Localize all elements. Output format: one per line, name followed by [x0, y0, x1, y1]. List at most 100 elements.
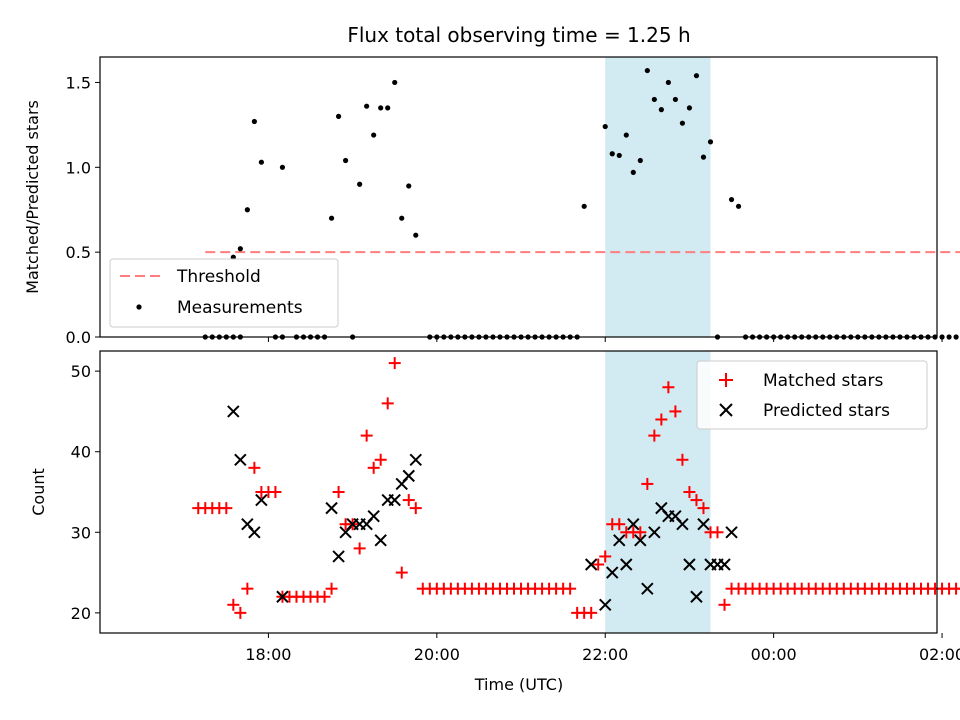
measurement-point	[686, 105, 693, 111]
matched-star-point	[332, 486, 345, 498]
measurement-point	[335, 113, 342, 119]
measurement-point	[651, 96, 657, 103]
predicted-star-point	[620, 558, 633, 571]
legend-measurements-label: Measurements	[177, 298, 303, 318]
matched-star-point	[697, 502, 710, 515]
bottom-y-tick-label: 20	[71, 604, 91, 623]
matched-star-point	[676, 453, 689, 466]
measurement-points	[202, 67, 959, 340]
measurement-point	[735, 203, 742, 209]
top-shaded-region	[605, 57, 711, 337]
matched-star-point	[360, 429, 373, 442]
legend-matched-swatch	[719, 373, 733, 387]
legend-measurements-swatch	[136, 304, 142, 310]
matched-star-point	[388, 357, 401, 370]
predicted-star-point	[227, 405, 240, 418]
matched-star-point	[220, 502, 233, 515]
measurement-point	[342, 157, 349, 164]
top-legend: Threshold Measurements	[109, 258, 339, 328]
measurement-point	[728, 196, 735, 203]
matched-star-point	[711, 526, 724, 539]
measurement-point	[693, 73, 700, 79]
predicted-star-point	[255, 493, 268, 507]
measurement-point	[602, 123, 608, 130]
matched-star-point	[367, 461, 380, 474]
legend-threshold-label: Threshold	[176, 267, 261, 287]
matched-star-point	[634, 526, 647, 539]
measurement-point	[658, 107, 664, 113]
matched-star-point	[648, 429, 661, 442]
top-x-ticks	[267, 337, 943, 342]
predicted-star-point	[248, 526, 261, 539]
x-tick-label: 18:00	[245, 645, 291, 664]
matched-star-point	[234, 606, 247, 619]
predicted-star-point	[367, 509, 380, 523]
matched-star-point	[353, 542, 366, 555]
matched-star-point	[641, 477, 654, 490]
legend-predicted-label: Predicted stars	[763, 401, 890, 421]
legend-matched-label: Matched stars	[763, 371, 883, 391]
predicted-star-point	[402, 469, 415, 483]
matched-star-point	[662, 381, 675, 394]
predicted-star-point	[606, 566, 619, 579]
matched-star-point	[374, 453, 387, 466]
measurement-point	[609, 151, 615, 157]
measurement-point	[251, 118, 257, 125]
top-y-label: Matched/Predicted stars	[23, 100, 42, 294]
measurement-point	[679, 120, 686, 126]
predicted-star-point	[634, 534, 647, 547]
predicted-star-point	[627, 518, 640, 531]
measurement-point	[258, 159, 264, 165]
measurement-point	[237, 246, 243, 252]
measurement-point	[279, 164, 286, 170]
top-plot-frame	[99, 56, 938, 338]
matched-star-point	[585, 606, 598, 619]
predicted-star-point	[276, 590, 289, 603]
predicted-star-point	[613, 534, 626, 547]
predicted-series	[227, 405, 738, 612]
matched-star-point	[409, 502, 422, 515]
measurement-point	[707, 139, 714, 145]
matched-star-point	[318, 590, 331, 603]
measurement-point	[378, 105, 384, 111]
matched-star-point	[718, 598, 731, 611]
predicted-star-point	[374, 534, 387, 547]
measurement-point	[616, 152, 622, 159]
measurement-point	[385, 105, 391, 111]
top-y-tick-label: 1.5	[66, 73, 91, 92]
measurement-point	[644, 67, 650, 74]
measurement-point	[581, 203, 587, 209]
measurement-point	[357, 181, 363, 187]
predicted-star-point	[325, 501, 338, 515]
top-legend-box	[109, 258, 339, 328]
predicted-star-point	[690, 590, 703, 603]
bottom-y-tick-label: 40	[71, 443, 91, 462]
predicted-star-point	[388, 493, 401, 507]
measurement-point	[630, 169, 636, 175]
measurement-point	[406, 183, 412, 189]
x-tick-label: 00:00	[751, 645, 797, 664]
matched-star-point	[655, 413, 668, 426]
measurement-point	[637, 157, 643, 164]
top-y-tick-label: 0.0	[66, 328, 91, 347]
matched-star-point	[248, 461, 261, 474]
predicted-star-point	[697, 518, 710, 531]
top-y-tick-label: 1.0	[66, 158, 91, 177]
measurement-point	[672, 96, 679, 103]
matched-star-point	[402, 494, 415, 507]
bottom-legend: Matched stars Predicted stars	[696, 360, 928, 430]
matched-star-point	[325, 582, 338, 595]
bottom-y-tick-label: 30	[71, 523, 91, 542]
matched-star-point	[613, 518, 626, 531]
measurement-point	[700, 154, 707, 160]
bottom-y-tick-label: 50	[71, 362, 91, 381]
matched-star-point	[950, 582, 960, 595]
predicted-star-point	[409, 453, 422, 466]
measurement-point	[244, 207, 250, 213]
matched-star-point	[599, 550, 612, 563]
matched-star-point	[395, 566, 408, 579]
predicted-star-point	[599, 598, 612, 612]
top-panel: 0.0 0.5 1.0 1.5 Matched/Predicted stars Thr…	[23, 56, 960, 347]
figure-title: Flux total observing time = 1.25 h	[347, 23, 690, 47]
